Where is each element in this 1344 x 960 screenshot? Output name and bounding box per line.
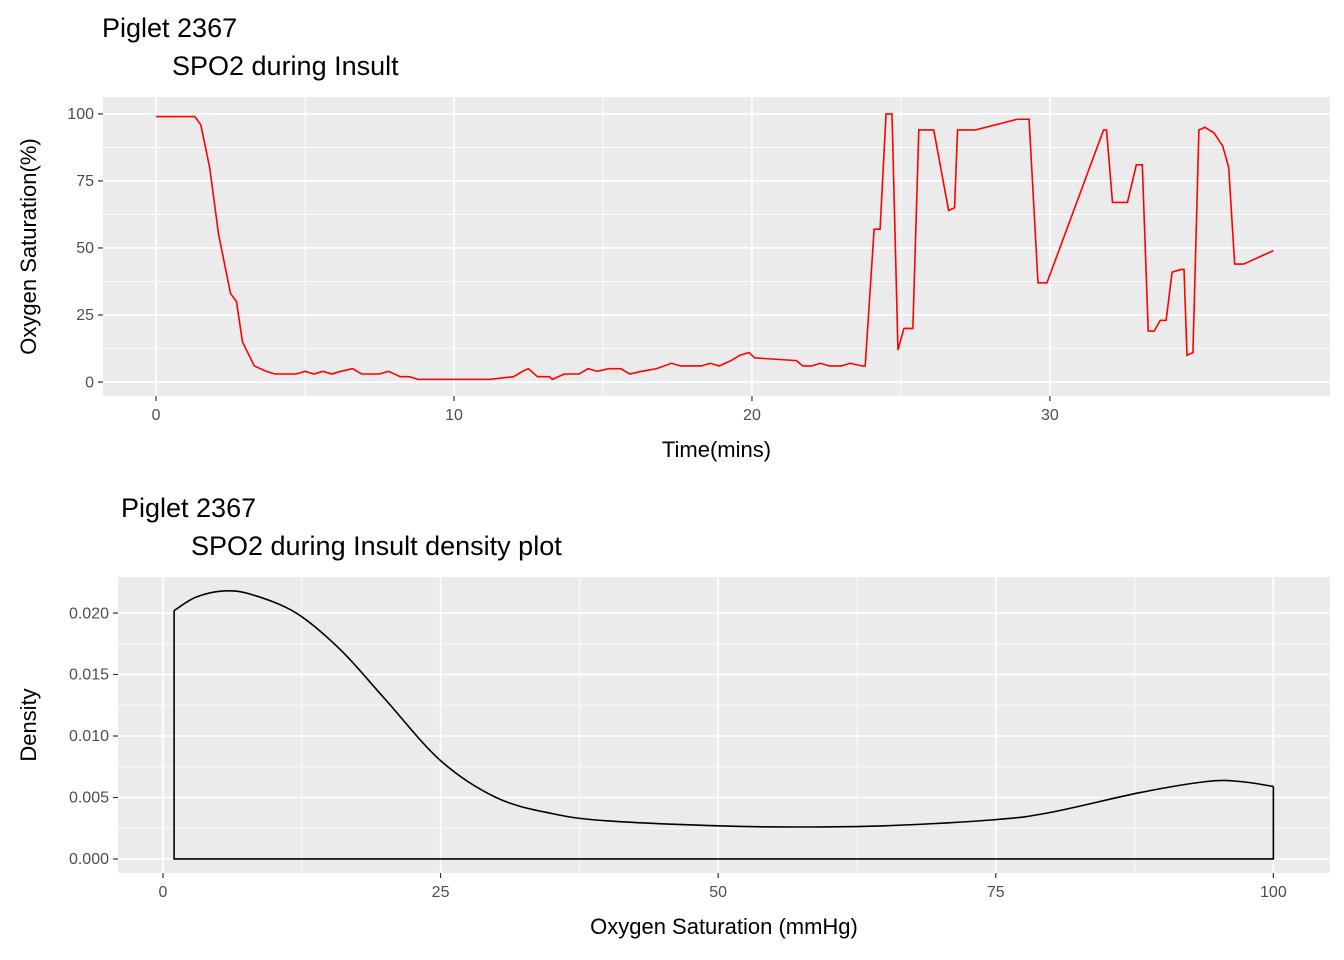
y-tick-label: 0 xyxy=(85,374,94,391)
chart-subtitle: SPO2 during Insult density plot xyxy=(191,531,562,561)
x-tick-label: 10 xyxy=(445,407,463,424)
y-tick-label: 0.020 xyxy=(69,605,109,622)
x-axis-title: Oxygen Saturation (mmHg) xyxy=(590,914,858,939)
x-axis-title: Time(mins) xyxy=(662,437,771,462)
x-tick-label: 100 xyxy=(1260,884,1287,901)
chart-title: Piglet 2367 xyxy=(102,13,237,43)
y-axis-title: Oxygen Saturation(%) xyxy=(16,138,41,354)
y-tick-label: 0.015 xyxy=(69,667,109,684)
y-tick-label: 100 xyxy=(67,106,94,123)
density-base xyxy=(173,610,1275,860)
plot-panel xyxy=(118,577,1330,873)
y-tick-label: 75 xyxy=(76,173,94,190)
y-tick-label: 0.000 xyxy=(69,851,109,868)
plot-panel xyxy=(103,97,1330,396)
chart-title: Piglet 2367 xyxy=(121,493,256,523)
x-tick-label: 0 xyxy=(152,407,161,424)
x-tick-label: 50 xyxy=(709,884,727,901)
y-tick-label: 50 xyxy=(76,240,94,257)
y-axis-title: Density xyxy=(16,688,41,761)
x-tick-label: 20 xyxy=(743,407,761,424)
x-tick-label: 25 xyxy=(432,884,450,901)
y-tick-label: 0.010 xyxy=(69,728,109,745)
chart-subtitle: SPO2 during Insult xyxy=(172,51,399,81)
y-tick-label: 25 xyxy=(76,307,94,324)
x-tick-label: 30 xyxy=(1041,407,1059,424)
x-tick-label: 0 xyxy=(159,884,168,901)
data-line xyxy=(156,113,1274,381)
y-tick-label: 0.005 xyxy=(69,790,109,807)
x-tick-label: 75 xyxy=(987,884,1005,901)
density-curve xyxy=(173,589,1274,828)
